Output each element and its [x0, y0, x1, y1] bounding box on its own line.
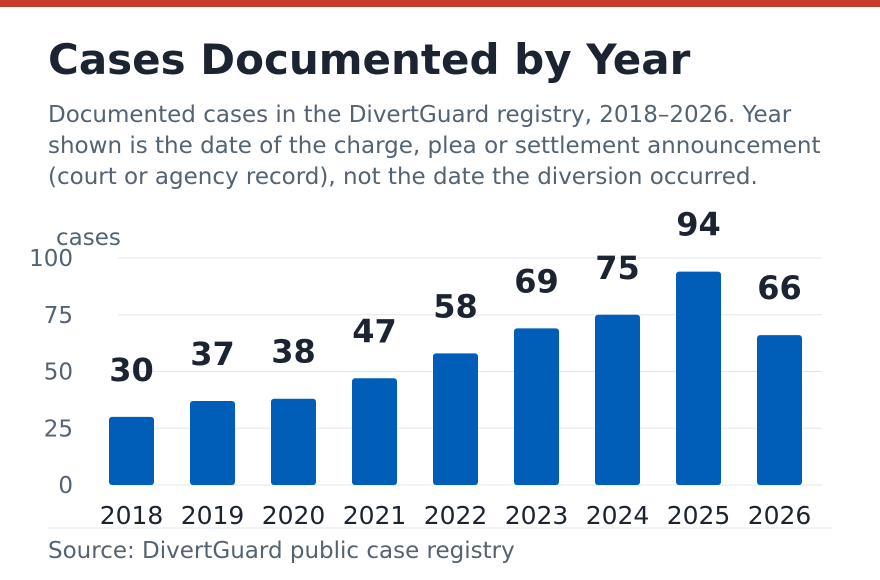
data-label-2018: 30	[109, 351, 154, 389]
y-tick-label: 25	[44, 416, 73, 442]
bar-2021	[352, 378, 397, 485]
x-tick-label-2026: 2026	[748, 501, 812, 530]
data-label-2026: 66	[757, 269, 802, 307]
y-tick-label: 0	[58, 473, 73, 499]
x-tick-label-2018: 2018	[100, 501, 164, 530]
data-label-2023: 69	[514, 262, 559, 300]
data-label-2019: 37	[190, 335, 235, 373]
x-tick-label-2024: 2024	[586, 501, 650, 530]
bar-2020	[271, 398, 316, 485]
x-tick-label-2023: 2023	[505, 501, 569, 530]
chart-title: Cases Documented by Year	[48, 35, 691, 84]
y-axis-label: cases	[56, 225, 121, 251]
bar-2018	[109, 416, 154, 485]
data-label-2022: 58	[433, 287, 478, 325]
data-label-2020: 38	[271, 333, 316, 371]
x-tick-labels: 2018 2019 2020 2021 2022 2023 2024 2025 2026	[100, 501, 812, 530]
bar-2026	[757, 335, 802, 485]
data-label-2025: 94	[676, 206, 721, 244]
y-tick-labels: 0 25 50 75 100	[29, 246, 73, 499]
x-tick-label-2021: 2021	[343, 501, 407, 530]
bar-2023	[514, 328, 559, 485]
bar-2019	[190, 401, 235, 485]
x-tick-label-2025: 2025	[667, 501, 731, 530]
y-tick-label: 100	[29, 246, 73, 272]
data-label-2021: 47	[352, 312, 397, 350]
chart-subtitle: Documented cases in the DivertGuard regi…	[48, 102, 821, 190]
data-labels: 30 37 38 47 58 69 75 94 66	[109, 206, 802, 389]
top-accent-bar	[0, 0, 880, 7]
data-label-2024: 75	[595, 249, 640, 287]
x-tick-label-2019: 2019	[181, 501, 245, 530]
y-tick-label: 75	[44, 303, 73, 329]
bar-2024	[595, 314, 640, 485]
bar-2022	[433, 353, 478, 485]
x-tick-label-2020: 2020	[262, 501, 326, 530]
bar-2025	[676, 271, 721, 485]
x-tick-label-2022: 2022	[424, 501, 488, 530]
source-note: Source: DivertGuard public case registry	[48, 538, 515, 564]
bars	[109, 271, 802, 485]
y-tick-label: 50	[44, 360, 73, 386]
